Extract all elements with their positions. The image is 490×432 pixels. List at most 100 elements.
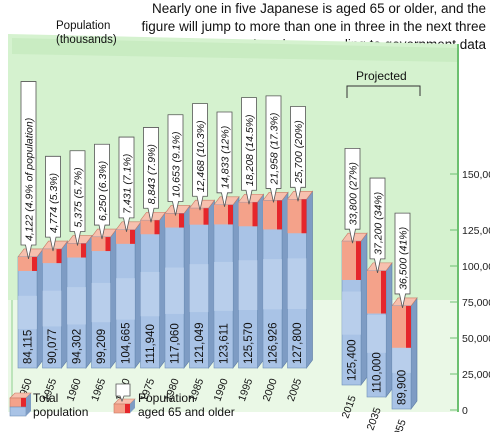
- bar-side-face: [306, 190, 313, 369]
- legend-total-swatch-lower: [9, 406, 27, 417]
- legend-elderly-swatch-accent: [125, 404, 130, 413]
- bar-highlight: [342, 291, 361, 335]
- chart-title-line-2: figure will jump to more than one in thr…: [141, 19, 486, 34]
- bar-highlight: [392, 341, 411, 373]
- bar-elderly-accent: [154, 220, 160, 235]
- bar-elderly-accent: [56, 249, 62, 264]
- bar-total-label: 90,077: [47, 329, 59, 364]
- bar-highlight: [189, 264, 209, 313]
- bar-side-face: [281, 191, 289, 369]
- bar-total-label: 125,400: [347, 339, 359, 381]
- elderly-callout-box: [94, 143, 110, 240]
- bar-highlight: [140, 271, 160, 317]
- bar-highlight: [91, 282, 111, 323]
- elderly-callout-box: [394, 212, 411, 308]
- elderly-callout-box: [143, 127, 159, 223]
- elderly-callout-box: [241, 97, 257, 205]
- bar-total-label: 111,940: [145, 324, 157, 364]
- elderly-callout-box: [20, 81, 37, 260]
- legend-total-swatch-side: [26, 393, 31, 416]
- elderly-callout-box: [369, 177, 386, 273]
- legend-elderly-line-1: Population: [138, 391, 195, 405]
- elderly-callout-label: 10,653 (9.1%): [171, 132, 183, 198]
- bar-elderly-accent: [381, 270, 386, 314]
- bar-side-face: [134, 220, 142, 369]
- y-tick-label: 75,000: [462, 297, 490, 309]
- bar-highlight: [367, 315, 386, 353]
- elderly-callout-box: [69, 150, 86, 246]
- bar-elderly-accent: [252, 202, 258, 227]
- bar-total-label: 99,209: [96, 329, 108, 364]
- bar-total-label: 110,000: [372, 352, 384, 393]
- elderly-callout-label: 18,208 (14.5%): [244, 114, 256, 186]
- bar-total-label: 84,115: [23, 330, 35, 364]
- bar-side-face: [36, 248, 44, 369]
- bar-total-label: 117,060: [170, 323, 182, 364]
- bar-highlight: [165, 267, 184, 314]
- bar-total-label: 89,900: [397, 370, 409, 405]
- elderly-callout-label: 8,843 (7.9%): [146, 144, 158, 204]
- bar-highlight: [116, 278, 135, 320]
- bar-elderly-accent: [203, 208, 209, 225]
- y-tick-label: 150,000: [462, 169, 490, 181]
- bar-highlight: [18, 295, 37, 330]
- y-tick-label: 125,000: [462, 225, 490, 237]
- bar-side-face: [257, 193, 264, 369]
- elderly-callout-label: 6,250 (6.3%): [97, 161, 109, 221]
- y-tick-label: 25,000: [462, 369, 490, 381]
- bar-side-face: [61, 240, 68, 369]
- elderly-callout-box: [344, 148, 361, 244]
- elderly-callout-box: [167, 114, 184, 216]
- bar-side-face: [410, 297, 418, 410]
- legend-elderly-label: Population aged 65 and older: [138, 391, 235, 419]
- bar-elderly-accent: [179, 213, 184, 228]
- elderly-callout-label: 21,958 (17.3%): [269, 113, 281, 186]
- elderly-callout-label: 14,833 (12%): [220, 126, 232, 189]
- y-axis-label-line-2: (thousands): [56, 34, 117, 46]
- elderly-callout-label: 5,375 (5.7%): [73, 167, 85, 227]
- y-tick-label: 50,000: [462, 333, 490, 345]
- elderly-callout-box: [265, 95, 282, 203]
- legend-total-line-2: population: [33, 405, 89, 419]
- bar-highlight: [263, 259, 282, 310]
- wall-top-band: [12, 38, 458, 62]
- bar-highlight: [214, 261, 233, 311]
- bar-elderly-accent: [32, 256, 37, 271]
- elderly-callout-box: [192, 103, 208, 211]
- bar-total-label: 126,926: [268, 322, 280, 364]
- bar-side-face: [385, 261, 393, 398]
- bar-highlight: [287, 258, 307, 309]
- bar-side-face: [208, 199, 215, 369]
- elderly-callout-box: [118, 136, 135, 232]
- projected-label: Projected: [356, 69, 407, 83]
- projected-bracket: [346, 85, 421, 98]
- bar-total-label: 104,665: [121, 322, 133, 364]
- bar-elderly-accent: [277, 200, 282, 230]
- legend-total-label: Total population: [33, 391, 88, 419]
- elderly-callout-label: 4,122 (4.9% of population): [24, 118, 36, 241]
- elderly-callout-label: 4,774 (5.3%): [48, 173, 60, 233]
- y-tick-label: 0: [462, 405, 468, 417]
- bar-highlight: [238, 260, 258, 310]
- bar-highlight: [67, 287, 86, 325]
- bar-elderly-accent: [105, 237, 111, 252]
- elderly-callout-box: [45, 155, 61, 252]
- category-label: 2055: [390, 418, 409, 432]
- chart-title-line-1: Nearly one in five Japanese is aged 65 o…: [152, 1, 486, 16]
- elderly-callout-label: 37,200 (34%): [373, 192, 385, 255]
- elderly-callout-box: [216, 111, 233, 207]
- elderly-callout-label: 25,700 (20%): [293, 120, 305, 184]
- bar-side-face: [110, 228, 117, 369]
- bar-elderly-accent: [356, 241, 361, 280]
- legend-elderly-swatch-callout: [115, 383, 131, 403]
- legend-elderly-line-2: aged 65 and older: [138, 405, 235, 419]
- bar-total-label: 121,049: [194, 322, 206, 364]
- bar-elderly-accent: [228, 204, 233, 225]
- bar-elderly-accent: [130, 229, 135, 244]
- elderly-callout-box: [290, 106, 306, 202]
- bar-side-face: [85, 234, 93, 369]
- legend-elderly-swatch-side: [130, 399, 135, 413]
- elderly-callout-label: 36,500 (41%): [398, 227, 410, 290]
